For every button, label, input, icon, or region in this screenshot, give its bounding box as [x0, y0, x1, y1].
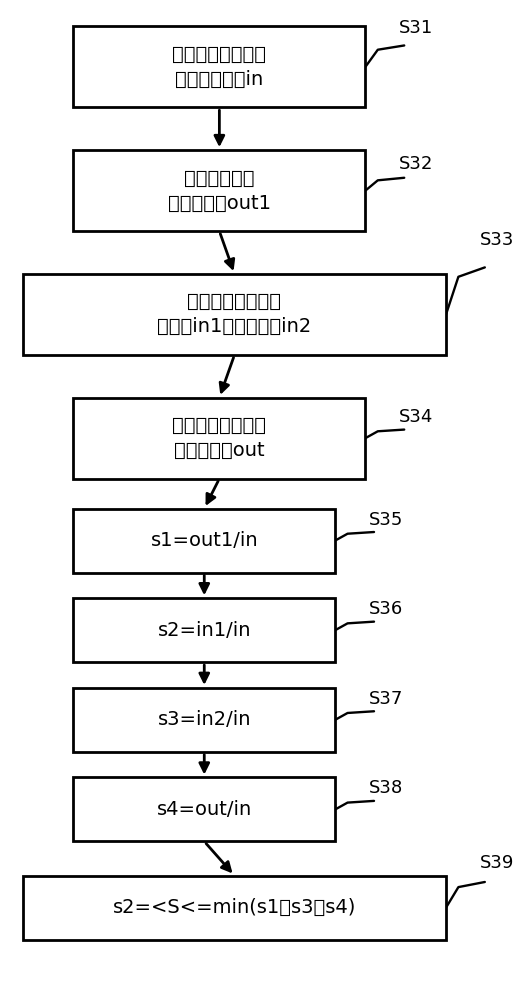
Text: 确定模数转换单元
的最大输出out: 确定模数转换单元 的最大输出out [172, 416, 266, 460]
Bar [73, 26, 365, 107]
Text: S35: S35 [369, 511, 403, 529]
Text: S34: S34 [399, 408, 433, 426]
Text: S33: S33 [480, 231, 514, 249]
Bar [73, 598, 335, 662]
Bar [23, 876, 446, 940]
Text: S36: S36 [369, 600, 403, 618]
Bar [73, 150, 365, 231]
Text: s2=in1/in: s2=in1/in [158, 621, 251, 640]
Text: 确定磁场感应单元
的最大感应值in: 确定磁场感应单元 的最大感应值in [172, 45, 266, 89]
Text: s4=out/in: s4=out/in [157, 800, 252, 819]
Text: s2=<S<=min(s1、s3、s4): s2=<S<=min(s1、s3、s4) [113, 898, 356, 917]
Bar [73, 777, 335, 841]
Text: s3=in2/in: s3=in2/in [158, 710, 251, 729]
Text: S37: S37 [369, 690, 403, 708]
Bar [73, 398, 365, 479]
Text: S39: S39 [480, 854, 514, 872]
Bar [23, 274, 446, 355]
Text: S32: S32 [399, 155, 433, 173]
Text: 确定放大单元
的最大输出out1: 确定放大单元 的最大输出out1 [168, 169, 271, 213]
Bar [73, 509, 335, 573]
Text: S31: S31 [399, 19, 433, 37]
Text: S38: S38 [369, 779, 403, 797]
Bar [73, 688, 335, 752]
Text: s1=out1/in: s1=out1/in [150, 531, 258, 550]
Text: 确定采样单元的最
小输入in1和最大输入in2: 确定采样单元的最 小输入in1和最大输入in2 [157, 292, 312, 336]
